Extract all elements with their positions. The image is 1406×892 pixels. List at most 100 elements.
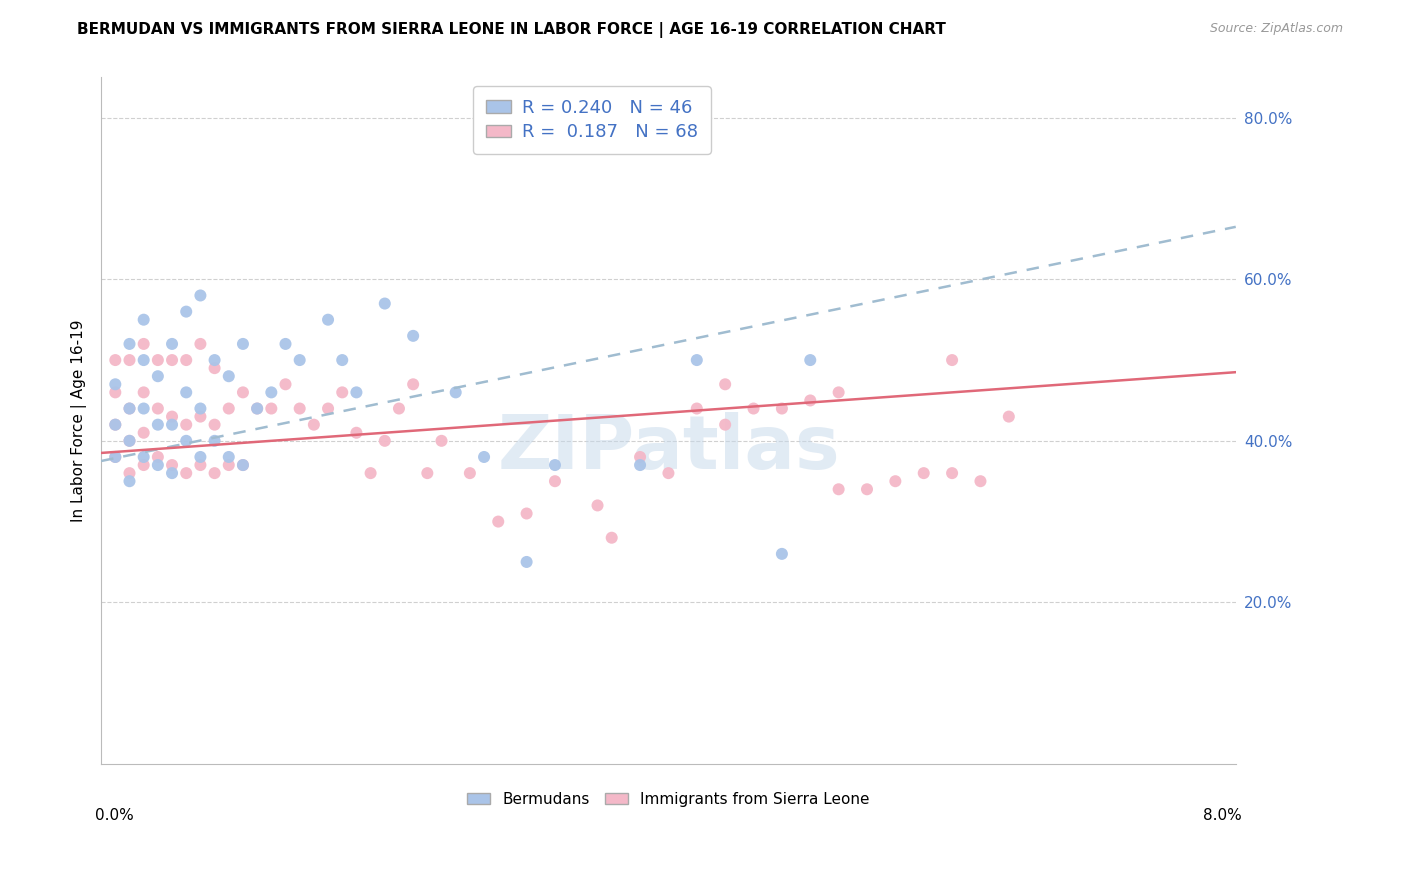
Point — [160, 337, 183, 351]
Point — [586, 499, 609, 513]
Point — [160, 466, 183, 480]
Point — [430, 434, 453, 448]
Point — [516, 507, 538, 521]
Point — [132, 401, 155, 416]
Point — [204, 353, 226, 368]
Point — [118, 401, 141, 416]
Point — [444, 385, 467, 400]
Point — [388, 401, 411, 416]
Point — [232, 337, 254, 351]
Text: Source: ZipAtlas.com: Source: ZipAtlas.com — [1209, 22, 1343, 36]
Point — [132, 385, 155, 400]
Point — [118, 401, 141, 416]
Point — [374, 434, 396, 448]
Point — [360, 466, 382, 480]
Point — [132, 458, 155, 472]
Point — [516, 555, 538, 569]
Text: 0.0%: 0.0% — [96, 808, 134, 823]
Point — [146, 450, 169, 464]
Legend: Bermudans, Immigrants from Sierra Leone: Bermudans, Immigrants from Sierra Leone — [460, 784, 877, 814]
Point — [190, 337, 212, 351]
Point — [104, 353, 127, 368]
Point — [218, 401, 240, 416]
Point — [190, 450, 212, 464]
Point — [204, 417, 226, 432]
Point — [260, 401, 283, 416]
Point — [330, 385, 353, 400]
Point — [302, 417, 325, 432]
Point — [799, 393, 821, 408]
Point — [174, 466, 197, 480]
Point — [104, 385, 127, 400]
Point — [104, 450, 127, 464]
Point — [856, 483, 879, 497]
Point — [118, 474, 141, 488]
Point — [686, 401, 709, 416]
Point — [344, 425, 367, 440]
Point — [104, 417, 127, 432]
Point — [458, 466, 481, 480]
Point — [969, 474, 991, 488]
Point — [402, 377, 425, 392]
Point — [799, 353, 821, 368]
Point — [486, 515, 509, 529]
Point — [190, 288, 212, 302]
Point — [174, 304, 197, 318]
Point — [600, 531, 623, 545]
Point — [686, 353, 709, 368]
Point — [544, 458, 567, 472]
Point — [132, 312, 155, 326]
Point — [118, 353, 141, 368]
Point — [770, 547, 793, 561]
Point — [146, 401, 169, 416]
Point — [204, 466, 226, 480]
Text: BERMUDAN VS IMMIGRANTS FROM SIERRA LEONE IN LABOR FORCE | AGE 16-19 CORRELATION : BERMUDAN VS IMMIGRANTS FROM SIERRA LEONE… — [77, 22, 946, 38]
Point — [628, 458, 651, 472]
Point — [118, 466, 141, 480]
Point — [472, 450, 495, 464]
Point — [132, 337, 155, 351]
Point — [941, 353, 963, 368]
Point — [190, 409, 212, 424]
Y-axis label: In Labor Force | Age 16-19: In Labor Force | Age 16-19 — [72, 319, 87, 522]
Point — [160, 458, 183, 472]
Point — [104, 450, 127, 464]
Point — [827, 483, 849, 497]
Point — [218, 458, 240, 472]
Point — [374, 296, 396, 310]
Point — [132, 450, 155, 464]
Point — [204, 361, 226, 376]
Point — [274, 377, 297, 392]
Point — [174, 353, 197, 368]
Point — [288, 401, 311, 416]
Point — [118, 337, 141, 351]
Point — [146, 417, 169, 432]
Text: 8.0%: 8.0% — [1202, 808, 1241, 823]
Point — [316, 312, 339, 326]
Point — [416, 466, 439, 480]
Point — [232, 458, 254, 472]
Point — [912, 466, 935, 480]
Point — [274, 337, 297, 351]
Point — [232, 458, 254, 472]
Point — [246, 401, 269, 416]
Point — [402, 329, 425, 343]
Point — [118, 434, 141, 448]
Point — [628, 450, 651, 464]
Point — [160, 409, 183, 424]
Point — [146, 369, 169, 384]
Point — [132, 425, 155, 440]
Point — [174, 417, 197, 432]
Point — [160, 417, 183, 432]
Point — [742, 401, 765, 416]
Point — [190, 401, 212, 416]
Point — [146, 458, 169, 472]
Text: ZIPatlas: ZIPatlas — [498, 411, 839, 484]
Point — [827, 385, 849, 400]
Point — [246, 401, 269, 416]
Point — [174, 385, 197, 400]
Point — [330, 353, 353, 368]
Point — [118, 434, 141, 448]
Point — [104, 377, 127, 392]
Point — [714, 417, 737, 432]
